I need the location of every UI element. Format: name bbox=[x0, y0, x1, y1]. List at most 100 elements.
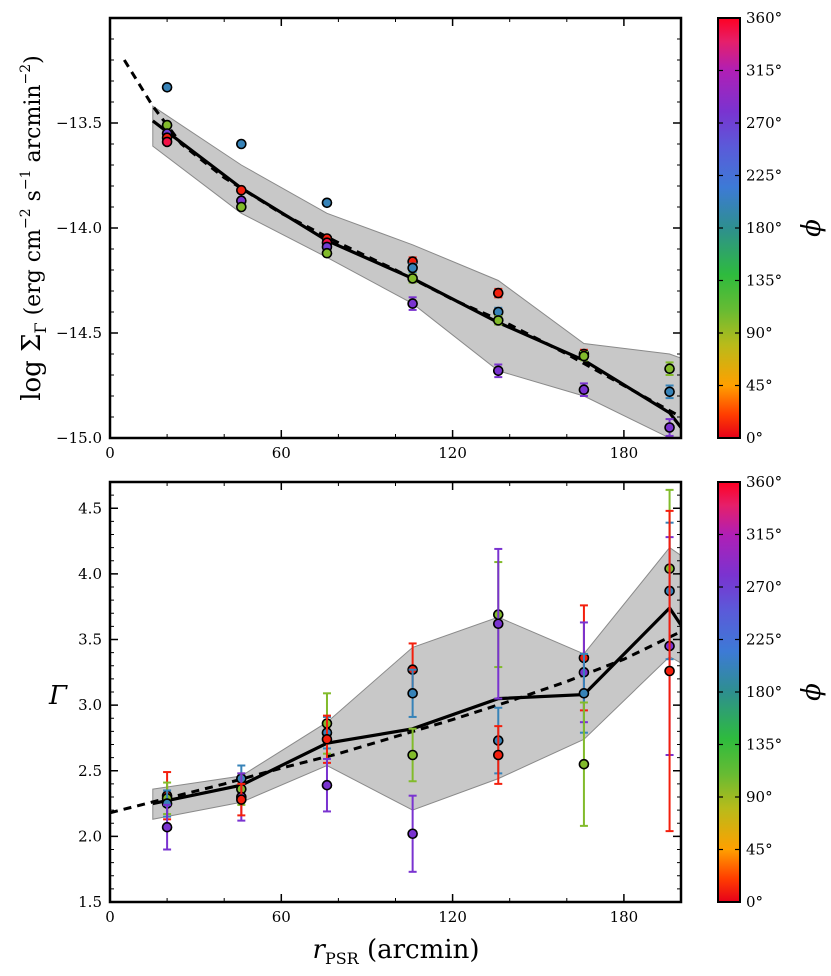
x-tick-label: 60 bbox=[272, 908, 291, 926]
data-point bbox=[578, 350, 590, 362]
colorbar-tick-label: 90° bbox=[746, 788, 773, 806]
marker bbox=[664, 665, 675, 677]
colorbar-tick-label: 270° bbox=[746, 114, 782, 132]
marker bbox=[321, 247, 333, 259]
marker bbox=[492, 365, 504, 377]
marker bbox=[492, 749, 504, 761]
y-tick-label: 3.0 bbox=[78, 696, 102, 714]
marker bbox=[407, 273, 418, 284]
confidence-band bbox=[152, 546, 681, 820]
colorbar-tick-label: 135° bbox=[746, 272, 782, 290]
bottom-colorbar: 0° 45° 90° 135° 180° 225° 270° 315° 360° ϕ bbox=[717, 473, 827, 911]
data-point bbox=[321, 247, 333, 259]
data-point bbox=[492, 315, 504, 326]
y-tick-label: −13.5 bbox=[56, 114, 102, 132]
data-point bbox=[407, 296, 418, 311]
data-point bbox=[407, 727, 418, 783]
x-tick-label: 120 bbox=[438, 908, 467, 926]
marker bbox=[321, 197, 333, 209]
colorbar-tick-label: 270° bbox=[746, 578, 782, 596]
data-point bbox=[492, 287, 504, 299]
marker bbox=[236, 201, 247, 213]
marker bbox=[161, 136, 173, 148]
colorbar-tick-label: 360° bbox=[746, 9, 782, 27]
colorbar-tick-label: 180° bbox=[746, 219, 782, 237]
marker bbox=[236, 138, 247, 150]
marker bbox=[321, 779, 333, 791]
marker bbox=[161, 821, 173, 833]
data-point bbox=[578, 382, 590, 397]
colorbar-tick-label: 315° bbox=[746, 62, 782, 80]
y-tick-label: 2.5 bbox=[78, 762, 102, 780]
colorbar-tick-label: 225° bbox=[746, 631, 782, 649]
bottom-y-axis-title: Γ bbox=[48, 681, 68, 711]
data-point bbox=[407, 668, 418, 718]
colorbar-tick-label: 315° bbox=[746, 526, 782, 544]
marker bbox=[492, 287, 504, 299]
colorbar-tick-label: 45° bbox=[746, 841, 773, 859]
data-point bbox=[407, 262, 418, 274]
colorbar-tick-label: 180° bbox=[746, 683, 782, 701]
data-point bbox=[664, 361, 675, 376]
data-point bbox=[492, 725, 504, 785]
marker bbox=[236, 184, 247, 196]
marker bbox=[664, 386, 675, 398]
marker bbox=[578, 384, 590, 396]
data-point bbox=[492, 363, 504, 379]
colorbar-tick-label: 90° bbox=[746, 324, 773, 342]
colorbar-tick-label: 135° bbox=[746, 736, 782, 754]
marker bbox=[578, 688, 590, 699]
x-tick-label: 180 bbox=[610, 908, 639, 926]
data-point bbox=[578, 701, 590, 827]
colorbar-label: ϕ bbox=[797, 219, 827, 237]
marker bbox=[664, 363, 675, 375]
data-point bbox=[161, 82, 173, 93]
colorbar-tick-label: 45° bbox=[746, 377, 773, 395]
x-axis-title: rPSR (arcmin) bbox=[313, 935, 480, 968]
marker bbox=[407, 688, 418, 699]
bottom-plot-frame bbox=[108, 480, 683, 904]
data-point bbox=[321, 197, 333, 209]
data-point bbox=[407, 794, 418, 873]
data-point bbox=[161, 803, 173, 851]
top-plot-frame bbox=[108, 16, 683, 440]
data-point bbox=[236, 782, 247, 817]
y-tick-label: −15.0 bbox=[56, 429, 102, 447]
colorbar-tick-label: 0° bbox=[746, 429, 763, 447]
marker bbox=[321, 733, 333, 745]
data-point bbox=[664, 509, 675, 833]
marker bbox=[236, 794, 247, 805]
data-point bbox=[161, 136, 173, 148]
data-point bbox=[407, 273, 418, 284]
colorbar-tick-label: 225° bbox=[746, 167, 782, 185]
data-point bbox=[664, 418, 675, 437]
model-fit-dashed-line bbox=[123, 59, 681, 419]
data-point bbox=[492, 547, 504, 700]
y-tick-label: 1.5 bbox=[78, 893, 102, 911]
y-tick-label: 4.5 bbox=[78, 499, 102, 517]
data-point bbox=[236, 138, 247, 150]
marker bbox=[407, 298, 418, 309]
y-tick-label: 3.5 bbox=[78, 631, 102, 649]
top-y-axis-title: log ΣΓ (erg cm−2 s−1 arcmin−2) bbox=[17, 55, 50, 401]
colorbar-label: ϕ bbox=[797, 683, 827, 701]
confidence-band bbox=[152, 105, 681, 438]
marker bbox=[578, 350, 590, 362]
x-tick-label: 0 bbox=[105, 908, 115, 926]
marker bbox=[407, 749, 418, 761]
marker bbox=[578, 758, 590, 770]
mean-profile-line bbox=[152, 605, 681, 806]
colorbar-tick-label: 360° bbox=[746, 473, 782, 491]
y-tick-label: −14.5 bbox=[56, 324, 102, 342]
marker bbox=[492, 315, 504, 326]
y-tick-label: 4.0 bbox=[78, 565, 102, 583]
x-tick-label: 60 bbox=[272, 444, 291, 462]
photon-index-panel: 0 60 120 180 1.5 2.0 2.5 3.0 3.5 4.0 4.5 Γ bbox=[48, 480, 683, 926]
marker bbox=[407, 828, 418, 840]
x-tick-label: 120 bbox=[438, 444, 467, 462]
data-point bbox=[664, 384, 675, 400]
top-colorbar: 0° 45° 90° 135° 180° 225° 270° 315° 360° ϕ bbox=[717, 9, 827, 447]
marker bbox=[664, 422, 675, 433]
data-point bbox=[321, 757, 333, 813]
